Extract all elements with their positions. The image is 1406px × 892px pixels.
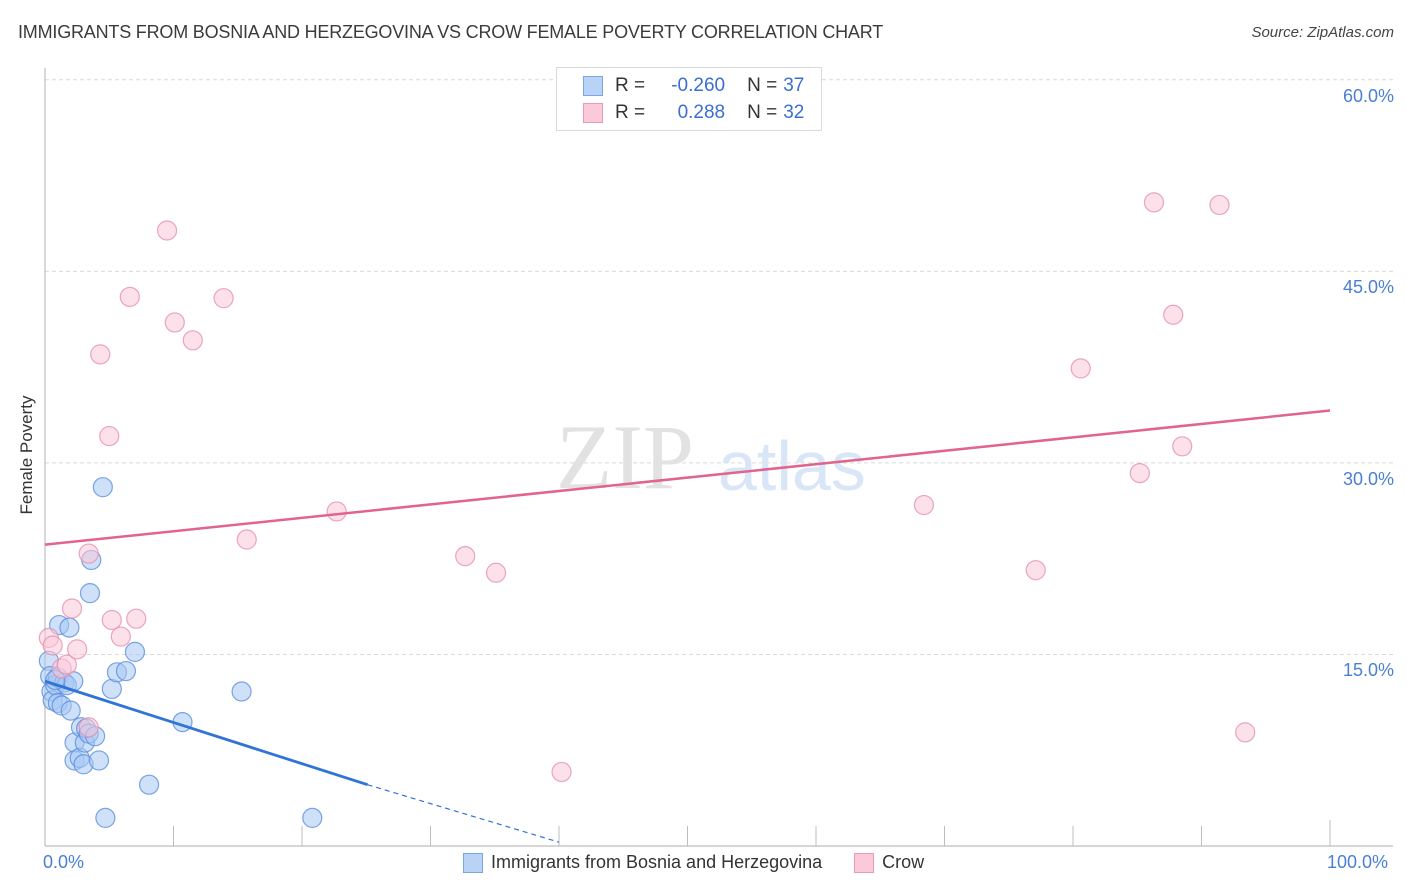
- data-point: [92, 477, 113, 498]
- crow-legend-swatch-icon: [854, 852, 875, 873]
- data-point: [1163, 304, 1184, 325]
- y-tick-label: 60.0%: [1342, 85, 1394, 106]
- data-point: [485, 562, 507, 583]
- data-point: [1129, 463, 1150, 484]
- crow-trend-line: [44, 409, 1331, 546]
- stats-row-bosnia: R = -0.260 N = 37: [583, 73, 804, 99]
- data-point: [126, 608, 147, 629]
- data-point: [78, 543, 99, 564]
- data-point: [156, 220, 178, 241]
- y-tick-label: 30.0%: [1342, 468, 1394, 489]
- data-point: [913, 494, 935, 516]
- legend-label-crow: Crow: [882, 852, 925, 872]
- crow-swatch-icon: [583, 103, 603, 123]
- r-label: R =: [615, 75, 646, 96]
- data-point: [1025, 560, 1046, 581]
- data-point: [455, 546, 476, 567]
- data-point: [56, 654, 77, 675]
- chart-legend: Immigrants from Bosnia and Herzegovina C…: [463, 852, 956, 873]
- data-point: [99, 425, 120, 447]
- data-point: [1143, 192, 1165, 213]
- r-value-bosnia: -0.260: [671, 75, 726, 96]
- data-point: [110, 626, 131, 647]
- bosnia-swatch-icon: [583, 76, 603, 96]
- trend-lines: [44, 409, 1331, 843]
- data-point: [302, 807, 323, 829]
- bosnia-trend-extension: [367, 784, 560, 843]
- x-tick-max: 100.0%: [1327, 852, 1389, 872]
- data-point: [231, 681, 252, 702]
- data-point: [60, 700, 81, 721]
- data-point: [1209, 194, 1230, 216]
- watermark: ZIP atlas: [556, 406, 866, 508]
- data-point: [78, 717, 99, 738]
- data-point: [164, 312, 185, 333]
- chart-title: IMMIGRANTS FROM BOSNIA AND HERZEGOVINA V…: [18, 22, 883, 42]
- correlation-stats-box: R = -0.260 N = 37 R = 0.288 N = 32: [556, 67, 822, 131]
- data-point: [95, 807, 116, 829]
- source-label: Source: ZipAtlas.com: [1251, 24, 1394, 41]
- data-point: [101, 609, 122, 631]
- gridlines: [45, 79, 1393, 655]
- legend-item-bosnia[interactable]: Immigrants from Bosnia and Herzegovina: [463, 852, 822, 873]
- data-point: [551, 761, 572, 783]
- legend-item-crow[interactable]: Crow: [854, 852, 924, 873]
- data-point: [42, 635, 63, 656]
- data-point: [326, 501, 347, 522]
- n-value-crow: 32: [783, 102, 805, 123]
- r-value-crow: 0.288: [677, 102, 726, 123]
- legend-label-bosnia: Immigrants from Bosnia and Herzegovina: [491, 852, 823, 872]
- data-point: [236, 529, 257, 550]
- data-point: [124, 641, 146, 662]
- axes: [44, 68, 1393, 847]
- n-value-bosnia: 37: [783, 75, 805, 96]
- n-label: N =: [747, 102, 778, 123]
- bosnia-trend-line: [44, 679, 368, 787]
- data-point: [61, 598, 83, 619]
- data-point: [182, 330, 203, 351]
- data-point: [1172, 436, 1193, 457]
- n-label: N =: [747, 75, 778, 96]
- data-point: [1235, 722, 1256, 743]
- stats-row-crow: R = 0.288 N = 32: [583, 100, 804, 126]
- data-point: [67, 639, 88, 660]
- watermark-zip: ZIP: [556, 406, 694, 508]
- data-point: [79, 583, 101, 604]
- y-tick-label: 15.0%: [1342, 660, 1394, 681]
- data-point: [90, 344, 111, 365]
- data-point: [213, 288, 234, 309]
- y-tick-label: 45.0%: [1342, 277, 1394, 298]
- bosnia-legend-swatch-icon: [463, 852, 483, 873]
- data-point: [119, 286, 140, 307]
- data-point: [138, 774, 160, 795]
- series-crow-points: [38, 192, 1256, 783]
- data-point: [1070, 358, 1091, 379]
- data-point: [115, 660, 137, 682]
- data-point: [59, 617, 80, 638]
- data-point: [88, 750, 110, 771]
- x-tick-min: 0.0%: [43, 852, 85, 872]
- r-label: R =: [615, 102, 646, 123]
